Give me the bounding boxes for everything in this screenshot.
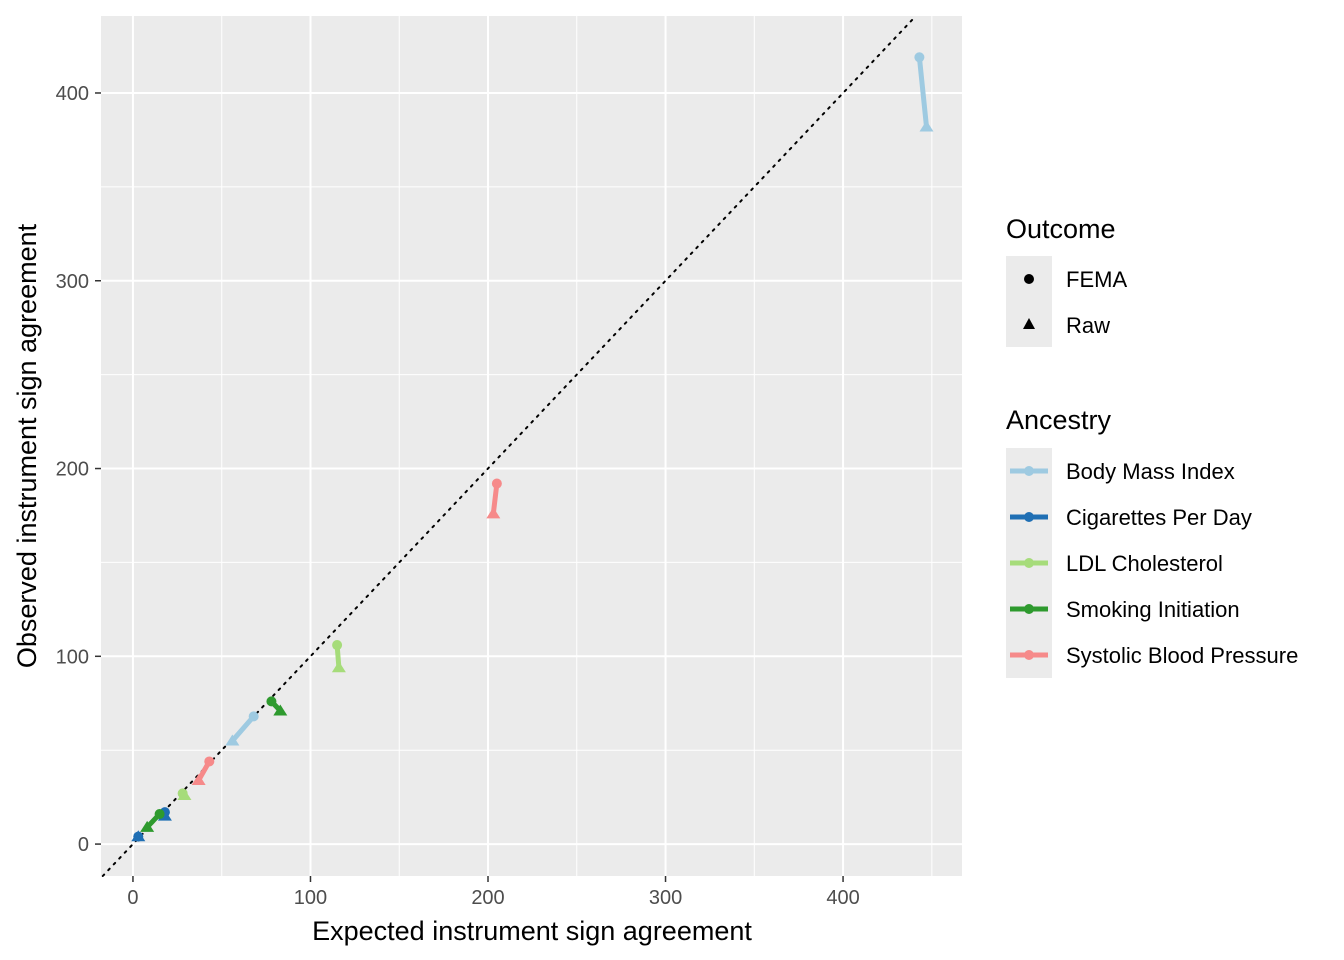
point-raw — [131, 830, 146, 842]
point-raw — [177, 788, 192, 800]
identity-reference-line — [101, 15, 917, 877]
legend-outcome-title: Outcome — [1006, 214, 1116, 244]
x-axis-title: Expected instrument sign agreement — [312, 916, 752, 946]
minor-gridlines — [101, 16, 962, 876]
legend-key-point — [1024, 604, 1034, 614]
legend-key-point — [1024, 512, 1034, 522]
x-tick-label: 400 — [826, 887, 859, 909]
y-tick-label: 200 — [56, 459, 89, 481]
point-raw — [331, 661, 346, 673]
y-tick-label: 400 — [56, 83, 89, 105]
legend-outcome: Outcome FEMA Raw — [1006, 214, 1127, 347]
legend-key-point — [1024, 650, 1034, 660]
legend-ancestry-label-bmi: Body Mass Index — [1066, 459, 1235, 484]
point-raw — [919, 120, 934, 132]
point-fema — [204, 756, 215, 767]
y-tick-label: 100 — [56, 646, 89, 668]
point-fema — [332, 640, 343, 651]
legend-raw-triangle-icon — [1023, 318, 1035, 329]
point-raw — [486, 507, 501, 519]
data-marks — [131, 52, 934, 842]
legend-ancestry-label-sbp: Systolic Blood Pressure — [1066, 643, 1298, 668]
axis-ticks: 0 100 200 300 400 0 100 200 300 400 — [56, 83, 860, 909]
x-tick-label: 100 — [294, 887, 327, 909]
major-gridlines — [101, 16, 962, 876]
point-raw — [273, 704, 288, 716]
legend-outcome-key-bg — [1006, 256, 1052, 347]
segment-line — [916, 54, 929, 130]
point-raw — [140, 820, 155, 832]
legend-outcome-label-raw: Raw — [1066, 313, 1110, 338]
point-fema — [914, 52, 925, 63]
legend-ancestry: Ancestry Body Mass Index Cigarettes Per … — [1006, 405, 1298, 678]
y-tick-label: 300 — [56, 271, 89, 293]
legend-key-point — [1024, 558, 1034, 568]
y-tick-label: 0 — [78, 834, 89, 856]
x-tick-label: 0 — [127, 887, 138, 909]
point-raw — [191, 773, 206, 785]
point-raw — [225, 734, 240, 746]
legend-ancestry-label-cigarettes: Cigarettes Per Day — [1066, 505, 1252, 530]
legend-ancestry-label-ldl: LDL Cholesterol — [1066, 551, 1223, 576]
plot-panel — [101, 16, 962, 876]
point-fema — [154, 809, 165, 820]
y-axis-title: Observed instrument sign agreement — [12, 223, 42, 668]
point-fema — [266, 696, 277, 707]
x-tick-label: 200 — [471, 887, 504, 909]
legend-ancestry-label-smoking: Smoking Initiation — [1066, 597, 1240, 622]
point-fema — [248, 711, 259, 722]
segment-line — [229, 713, 257, 744]
legend-outcome-label-fema: FEMA — [1066, 267, 1127, 292]
point-fema — [491, 478, 502, 489]
legend-ancestry-title: Ancestry — [1006, 405, 1112, 435]
x-tick-label: 300 — [649, 887, 682, 909]
legend-fema-circle-icon — [1024, 274, 1034, 284]
legend-key-point — [1024, 466, 1034, 476]
